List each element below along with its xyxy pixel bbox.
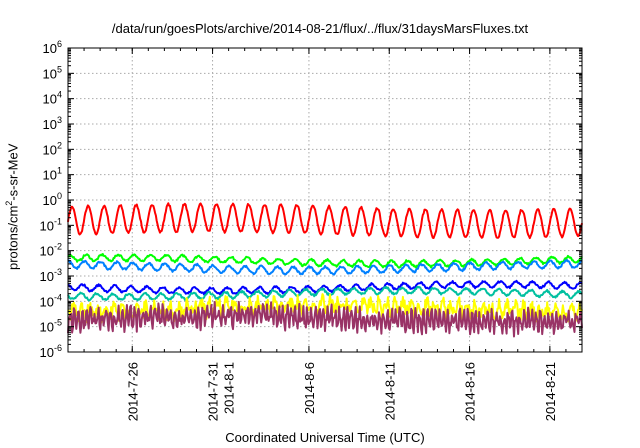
y-tick-label: 105 [43, 64, 62, 81]
y-tick-label: 106 [43, 39, 62, 56]
y-axis-label-unit: protons/cm [5, 205, 21, 270]
data-series [67, 202, 583, 338]
flux-series-line [67, 300, 583, 338]
x-tick-label: 2014-7-31 [206, 362, 221, 421]
y-tick-label: 100 [43, 191, 62, 208]
chart-title: /data/run/goesPlots/archive/2014-08-21/f… [111, 21, 529, 36]
y-tick-label: 10-2 [40, 242, 62, 259]
flux-series-line [67, 279, 583, 296]
y-axis-label: protons/cm2-s-sr-MeV [4, 70, 20, 270]
x-tick-label: 2014-8-1 [222, 362, 237, 414]
y-tick-label: 10-4 [40, 292, 62, 309]
flux-series-line [67, 285, 583, 302]
flux-series-line [67, 259, 583, 276]
y-tick-label: 101 [43, 166, 62, 183]
x-tick-label: 2014-7-26 [125, 362, 140, 421]
grid-lines [68, 48, 582, 352]
y-tick-label: 102 [43, 140, 62, 157]
x-tick-label: 2014-8-6 [302, 362, 317, 414]
y-axis-label-rest: -s-sr-MeV [5, 143, 21, 201]
x-tick-label: 2014-8-21 [543, 362, 558, 421]
x-tick-label: 2014-8-16 [463, 362, 478, 421]
flux-series-line [67, 202, 583, 240]
y-tick-label: 10-5 [40, 318, 62, 335]
x-axis-label: Coordinated Universal Time (UTC) [225, 430, 425, 445]
x-axis-ticks: 2014-7-26 2014-7-31 2014-8-1 2014-8-6 2014-8… [67, 48, 583, 421]
y-axis-ticks: 10-6 10-5 10-4 10-3 10-2 10-1 100 101 102 103 104 1… [40, 39, 582, 360]
x-tick-label: 2014-8-11 [382, 362, 397, 420]
flux-series-line [67, 253, 583, 269]
y-tick-label: 10-1 [40, 216, 62, 233]
y-tick-label: 104 [43, 90, 62, 107]
y-tick-label: 10-3 [40, 267, 62, 284]
y-tick-label: 103 [43, 115, 62, 132]
y-tick-label: 10-6 [40, 343, 62, 360]
y-axis-label-exponent: 2 [4, 200, 14, 206]
